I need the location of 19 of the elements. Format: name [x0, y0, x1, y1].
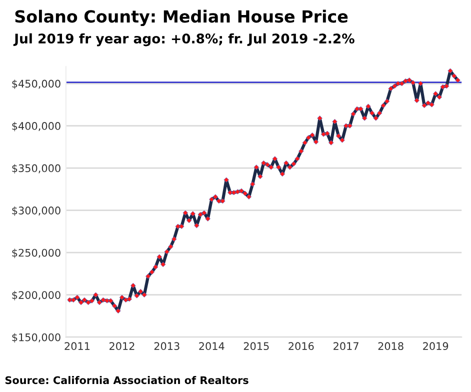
source-note: Source: California Association of Realtors — [5, 376, 248, 384]
y-tick-label: $150,000 — [12, 333, 60, 343]
x-tick-label: 2012 — [109, 342, 134, 350]
chart-subtitle: Jul 2019 fr year ago: +0.8%; fr. Jul 2019 -2.2% — [13, 33, 354, 46]
x-tick-label: 2015 — [244, 342, 269, 350]
chart-title: Solano County: Median House Price — [15, 10, 348, 26]
x-tick-label: 2014 — [199, 342, 224, 350]
x-tick-label: 2016 — [288, 342, 314, 350]
y-tick-label: $200,000 — [12, 290, 60, 300]
y-tick-label: $350,000 — [12, 164, 60, 174]
x-tick-label: 2018 — [378, 342, 404, 350]
x-tick-label: 2013 — [154, 342, 180, 350]
x-tick-label: 2011 — [64, 342, 90, 350]
x-tick-label: 2017 — [334, 342, 358, 350]
y-tick-label: $400,000 — [12, 122, 60, 132]
x-tick-label: 2019 — [423, 342, 448, 350]
y-tick-label: $250,000 — [12, 248, 60, 258]
y-tick-label: $300,000 — [12, 206, 60, 216]
y-tick-label: $450,000 — [12, 80, 60, 90]
